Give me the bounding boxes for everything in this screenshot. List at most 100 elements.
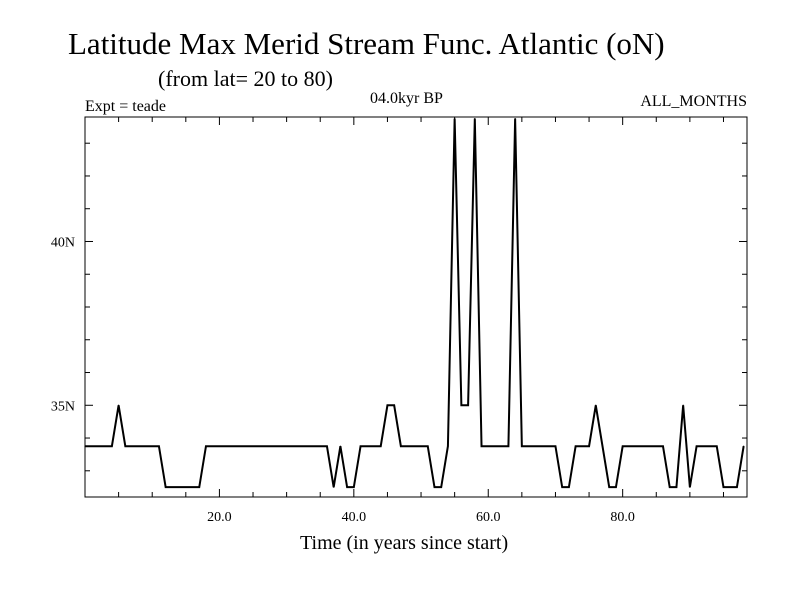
x-axis-label: Time (in years since start) [300, 532, 509, 554]
y-tick-label: 35N [51, 399, 75, 414]
data-point [722, 486, 725, 488]
data-point [111, 445, 113, 447]
chart-subtitle: (from lat= 20 to 80) [158, 66, 333, 91]
tick-labels: 20.0 40.0 60.0 80.0 35N 40N [51, 235, 635, 525]
data-point [151, 445, 153, 447]
data-point [386, 404, 389, 406]
x-tick-label: 40.0 [342, 510, 367, 525]
data-point [635, 445, 637, 447]
data-point [212, 445, 214, 447]
data-point [628, 445, 630, 447]
data-point [675, 486, 678, 488]
data-point [501, 445, 503, 447]
data-point [608, 486, 610, 488]
data-point [622, 445, 624, 447]
data-point [259, 445, 261, 447]
data-point [440, 486, 442, 488]
data-point [292, 445, 294, 447]
data-point [131, 445, 133, 447]
data-point [118, 404, 120, 406]
period-label: 04.0kyr BP [370, 90, 443, 107]
y-tick-label: 40N [51, 235, 75, 250]
data-point [507, 445, 510, 447]
data-point [165, 486, 167, 488]
data-point [601, 445, 604, 447]
x-tick-label: 60.0 [476, 510, 501, 525]
data-point [265, 445, 268, 447]
data-point [366, 445, 368, 447]
data-point [460, 404, 462, 406]
x-tick-label: 80.0 [610, 510, 635, 525]
data-point [353, 486, 355, 488]
data-point [104, 445, 106, 447]
data-point [642, 445, 644, 447]
data-point [527, 445, 530, 447]
data-point [454, 118, 456, 120]
data-point [245, 445, 247, 447]
data-point [84, 445, 86, 447]
data-point [682, 404, 684, 406]
data-point [225, 445, 227, 447]
data-point [433, 486, 436, 488]
data-point [534, 445, 536, 447]
data-point [406, 445, 409, 447]
data-point [480, 445, 483, 447]
data-point [474, 118, 476, 120]
data-point [521, 445, 523, 447]
data-point [400, 445, 402, 447]
data-point [669, 486, 671, 488]
data-point [561, 486, 563, 488]
data-point [581, 445, 583, 447]
data-point [238, 445, 241, 447]
months-label: ALL_MONTHS [640, 93, 747, 110]
data-point [514, 118, 516, 120]
data-point [198, 486, 200, 488]
data-point [144, 445, 147, 447]
data-point [548, 445, 550, 447]
data-point [662, 445, 664, 447]
data-point [319, 445, 321, 447]
data-point [595, 404, 597, 406]
data-point [124, 445, 126, 447]
data-point [695, 445, 698, 447]
data-point [655, 445, 657, 447]
data-point [218, 445, 221, 447]
data-point [326, 445, 328, 447]
data-point [178, 486, 180, 488]
data-point [373, 445, 375, 447]
data-point [171, 486, 173, 488]
experiment-label: Expt = teade [85, 98, 166, 115]
data-point [393, 404, 395, 406]
axis-ticks [85, 117, 747, 497]
data-point [359, 445, 362, 447]
data-points [84, 118, 745, 488]
data-point [339, 445, 341, 447]
data-point [158, 445, 160, 447]
data-point [312, 445, 315, 447]
data-point [205, 445, 207, 447]
data-point [420, 445, 422, 447]
data-point [252, 445, 254, 447]
data-point [541, 445, 543, 447]
data-point [413, 445, 415, 447]
data-point [97, 445, 100, 447]
data-point [299, 445, 301, 447]
data-point [447, 445, 449, 447]
data-point [689, 486, 691, 488]
data-point [467, 404, 469, 406]
data-point [743, 445, 745, 447]
data-point [487, 445, 489, 447]
data-point [648, 445, 651, 447]
data-point [185, 486, 187, 488]
data-point [272, 445, 274, 447]
data-point [615, 486, 617, 488]
data-point [494, 445, 496, 447]
data-point [279, 445, 281, 447]
plot-frame [84, 116, 748, 498]
data-point [380, 445, 382, 447]
data-point [91, 445, 93, 447]
data-point [709, 445, 711, 447]
data-point [716, 445, 718, 447]
data-point [138, 445, 140, 447]
